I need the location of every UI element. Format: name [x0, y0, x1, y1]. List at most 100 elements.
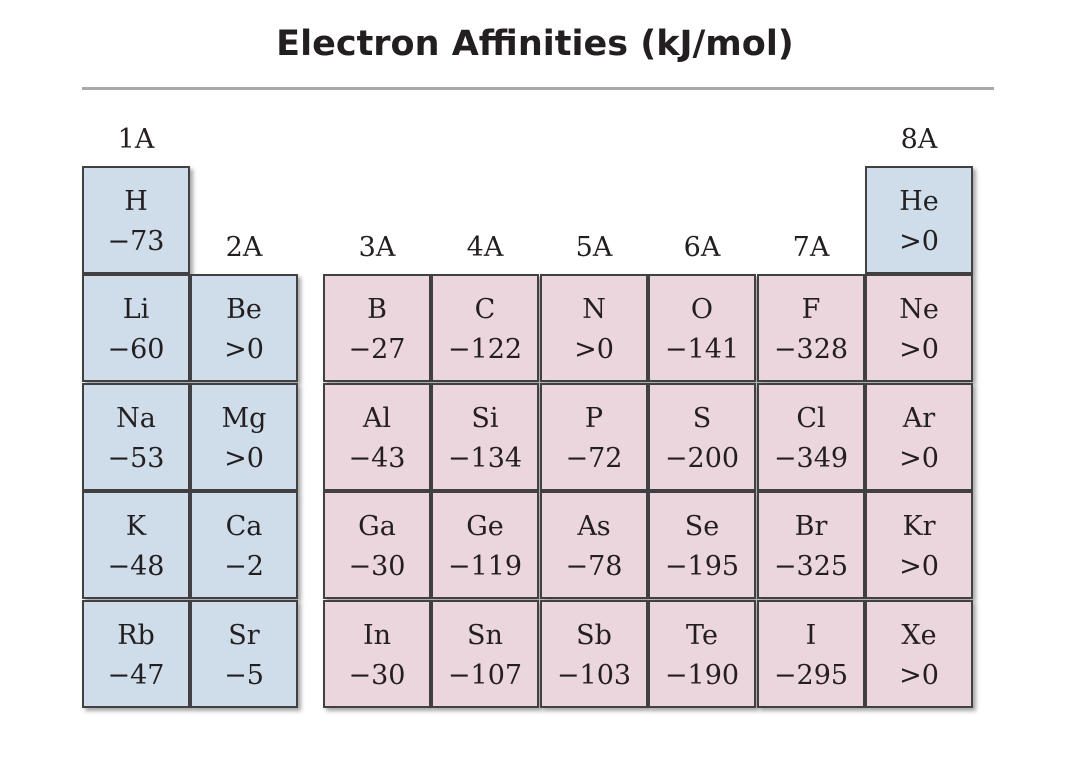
element-cell-sb: Sb −103	[540, 600, 648, 708]
group-label-7a: 7A	[792, 232, 830, 263]
element-cell-te: Te −190	[648, 600, 756, 708]
element-symbol: Se	[684, 511, 720, 542]
element-cell-h: H −73	[82, 166, 190, 274]
element-cell-mg: Mg >0	[190, 383, 298, 491]
element-cell-be: Be >0	[190, 274, 298, 382]
element-value: −349	[773, 443, 849, 474]
element-cell-sr: Sr −5	[190, 600, 298, 708]
element-cell-sn: Sn −107	[431, 600, 539, 708]
element-cell-si: Si −134	[431, 383, 539, 491]
element-symbol: F	[801, 294, 821, 325]
element-value: −48	[107, 551, 165, 582]
element-symbol: K	[125, 511, 147, 542]
group-label-4a: 4A	[466, 232, 504, 263]
element-cell-f: F −328	[757, 274, 865, 382]
group-label-1a: 1A	[117, 124, 155, 155]
group-label-3a: 3A	[358, 232, 396, 263]
element-value: −134	[447, 443, 523, 474]
element-cell-xe: Xe >0	[865, 600, 973, 708]
element-cell-i: I −295	[757, 600, 865, 708]
element-value: −53	[107, 443, 165, 474]
element-symbol: He	[899, 186, 939, 217]
element-value: −60	[107, 334, 165, 365]
element-value: −190	[664, 660, 740, 691]
element-symbol: Li	[122, 294, 150, 325]
element-value: −295	[773, 660, 849, 691]
element-value: −107	[447, 660, 523, 691]
element-cell-k: K −48	[82, 491, 190, 599]
element-value: >0	[899, 226, 939, 257]
element-value: −195	[664, 551, 740, 582]
element-symbol: Ga	[358, 511, 396, 542]
element-value: >0	[899, 334, 939, 365]
element-symbol: Te	[686, 620, 718, 651]
element-symbol: I	[805, 620, 817, 651]
element-symbol: Ne	[899, 294, 939, 325]
element-symbol: B	[367, 294, 387, 325]
element-cell-ge: Ge −119	[431, 491, 539, 599]
title-divider	[82, 87, 994, 90]
element-value: >0	[899, 443, 939, 474]
element-cell-se: Se −195	[648, 491, 756, 599]
element-cell-o: O −141	[648, 274, 756, 382]
element-cell-ca: Ca −2	[190, 491, 298, 599]
element-symbol: P	[584, 403, 604, 434]
element-symbol: Sr	[228, 620, 260, 651]
group-label-6a: 6A	[683, 232, 721, 263]
element-value: >0	[899, 660, 939, 691]
element-symbol: As	[577, 511, 611, 542]
element-value: −30	[348, 660, 406, 691]
element-cell-li: Li −60	[82, 274, 190, 382]
element-cell-ne: Ne >0	[865, 274, 973, 382]
element-value: −43	[348, 443, 406, 474]
element-value: −27	[348, 334, 406, 365]
element-symbol: Kr	[902, 511, 936, 542]
element-symbol: Na	[116, 403, 156, 434]
element-symbol: Sn	[467, 620, 503, 651]
element-symbol: Ar	[902, 403, 936, 434]
element-symbol: In	[362, 620, 392, 651]
element-value: >0	[224, 334, 264, 365]
element-value: −72	[565, 443, 623, 474]
element-value: −328	[773, 334, 849, 365]
element-symbol: Rb	[117, 620, 155, 651]
element-symbol: Ge	[466, 511, 504, 542]
group-label-5a: 5A	[575, 232, 613, 263]
element-cell-kr: Kr >0	[865, 491, 973, 599]
element-cell-c: C −122	[431, 274, 539, 382]
group-label-2a: 2A	[225, 232, 263, 263]
element-value: >0	[899, 551, 939, 582]
element-symbol: Al	[362, 403, 392, 434]
element-cell-he: He >0	[865, 166, 973, 274]
element-value: >0	[224, 443, 264, 474]
element-value: −2	[224, 551, 264, 582]
group-label-8a: 8A	[900, 124, 938, 155]
element-value: −73	[107, 226, 165, 257]
element-symbol: Si	[471, 403, 499, 434]
element-value: −103	[556, 660, 632, 691]
element-symbol: N	[582, 294, 606, 325]
element-symbol: O	[690, 294, 714, 325]
element-cell-na: Na −53	[82, 383, 190, 491]
element-symbol: Br	[794, 511, 828, 542]
element-cell-br: Br −325	[757, 491, 865, 599]
element-cell-b: B −27	[323, 274, 431, 382]
element-cell-ga: Ga −30	[323, 491, 431, 599]
element-symbol: Sb	[576, 620, 612, 651]
element-symbol: Be	[226, 294, 262, 325]
element-cell-n: N >0	[540, 274, 648, 382]
element-value: −47	[107, 660, 165, 691]
element-symbol: S	[692, 403, 712, 434]
element-value: −119	[447, 551, 523, 582]
element-cell-s: S −200	[648, 383, 756, 491]
element-cell-in: In −30	[323, 600, 431, 708]
element-cell-cl: Cl −349	[757, 383, 865, 491]
element-value: −325	[773, 551, 849, 582]
element-symbol: Mg	[221, 403, 267, 434]
element-symbol: Ca	[225, 511, 263, 542]
element-value: −141	[664, 334, 740, 365]
chart-title: Electron Affinities (kJ/mol)	[276, 24, 794, 64]
element-cell-rb: Rb −47	[82, 600, 190, 708]
element-value: >0	[574, 334, 614, 365]
element-value: −30	[348, 551, 406, 582]
